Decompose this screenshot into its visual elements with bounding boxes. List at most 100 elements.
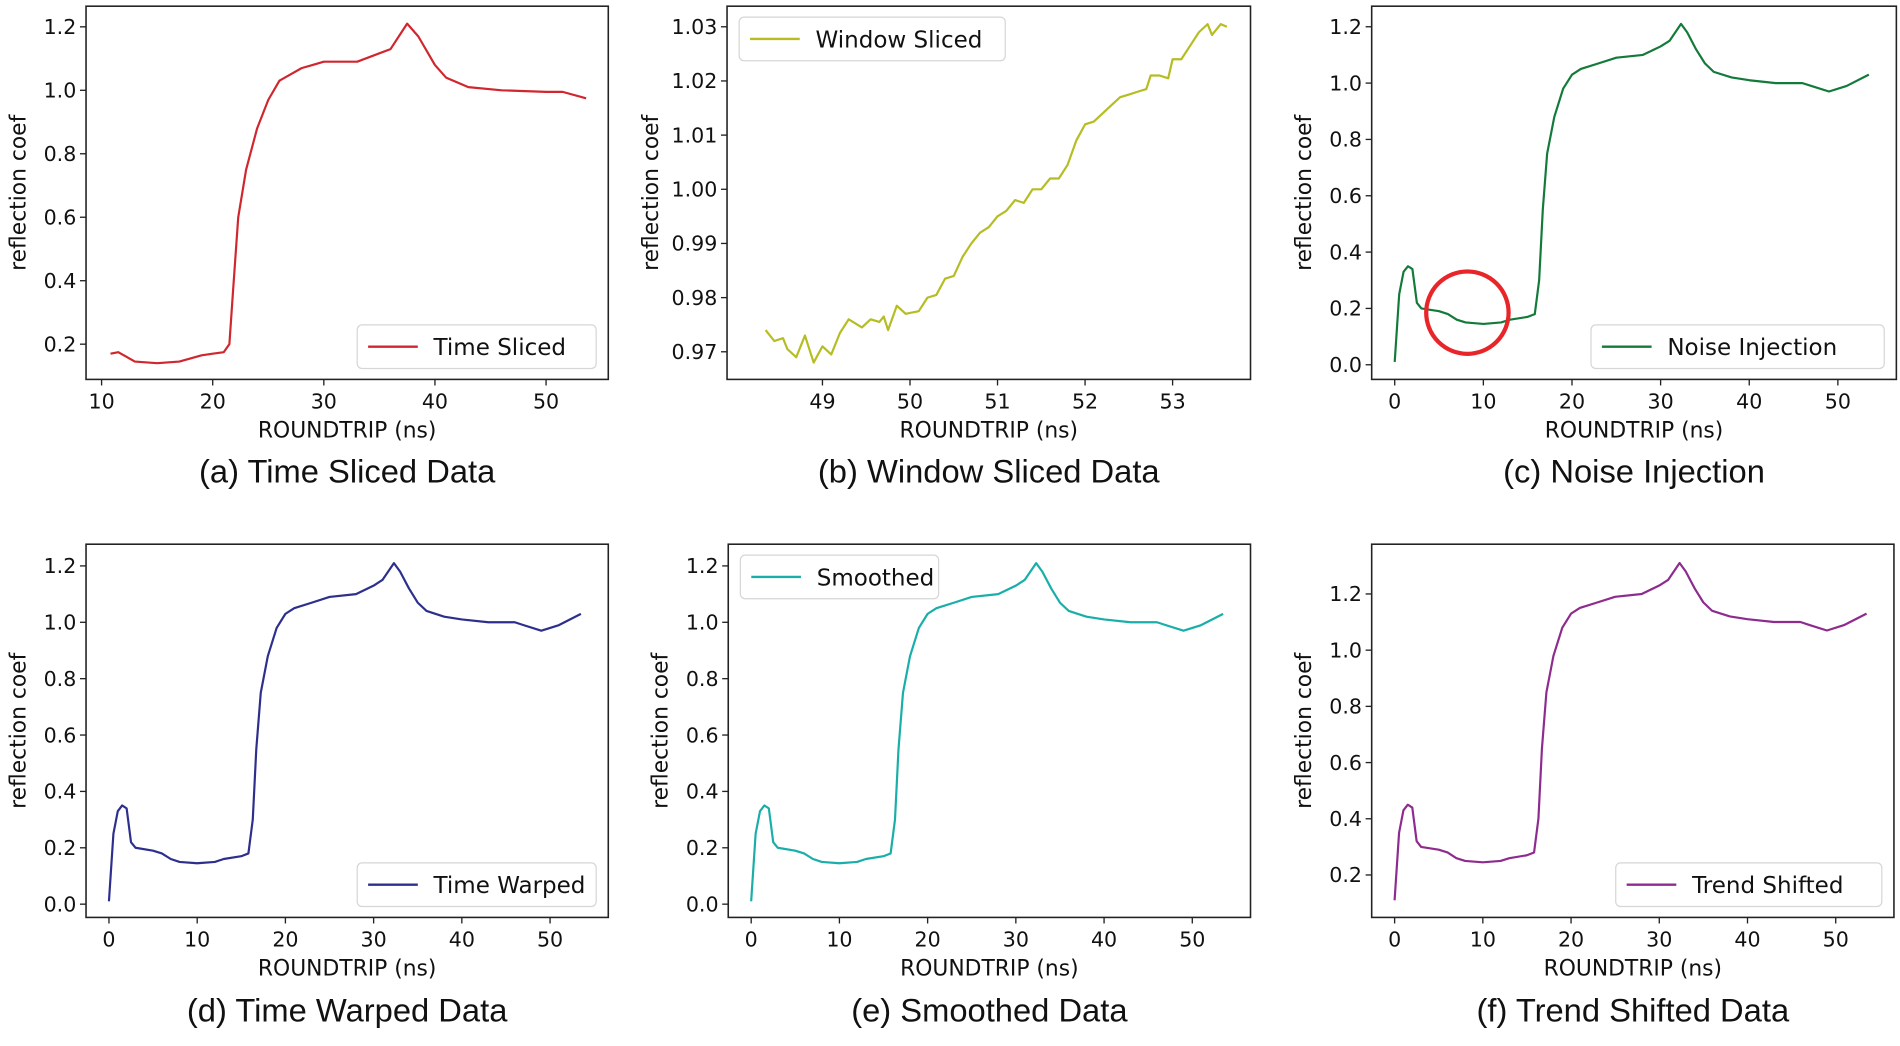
x-tick-label: 50: [1825, 389, 1851, 413]
legend-label: Window Sliced: [815, 27, 982, 53]
subplot-b: 49 50 51 52 53 0.97 0.98 0.99 1.00 1.01 1.02 1.03 RO…: [639, 5, 1252, 489]
subplot-caption: (d) Time Warped Data: [187, 992, 508, 1029]
y-tick-label: 0.2: [686, 836, 719, 860]
y-axis-label: reflection coef: [6, 113, 31, 270]
x-tick-label: 0: [102, 928, 115, 952]
x-tick-label: 10: [1470, 928, 1496, 952]
legend-box: [1615, 862, 1883, 908]
y-tick-label: 0.6: [1329, 751, 1362, 775]
x-tick-label: 52: [1072, 389, 1098, 413]
subplot-e: 0 10 20 30 40 50 0.0 0.2 0.4 0.6 0.8 1.0 1.2 ROUNDTRI…: [649, 543, 1252, 1029]
highlight-circle: [1424, 269, 1511, 356]
y-tick-label: 0.97: [672, 340, 718, 364]
x-axis-label: ROUNDTRIP (ns): [1545, 419, 1723, 444]
legend: Time Sliced: [356, 324, 597, 370]
y-tick-label: 0.4: [1329, 807, 1362, 831]
x-tick-label: 50: [1179, 928, 1205, 952]
subplot-d: 0 10 20 30 40 50 0.0 0.2 0.4 0.6 0.8 1.0 1.2 ROUNDTRI…: [6, 543, 610, 1029]
y-tick-label: 1.2: [1329, 15, 1362, 39]
x-tick-label: 50: [537, 928, 563, 952]
legend-box: [1590, 324, 1885, 370]
y-tick-label: 0.0: [1329, 353, 1362, 377]
axes-frame: [1370, 5, 1898, 381]
y-tick-label: 1.2: [1329, 582, 1362, 606]
legend-box: [356, 862, 597, 908]
x-tick-label: 20: [1559, 389, 1585, 413]
x-axis-label: ROUNDTRIP (ns): [900, 957, 1078, 982]
x-tick-label: 0: [745, 928, 758, 952]
x-tick-label: 20: [1558, 928, 1584, 952]
axes-frame: [85, 5, 610, 381]
y-tick-label: 0.6: [1329, 184, 1362, 208]
series-line: [764, 23, 1228, 364]
y-tick-label: 1.2: [44, 554, 77, 578]
subplot-f: 0 10 20 30 40 50 0.2 0.4 0.6 0.8 1.0 1.2 ROUNDTRIP (…: [1292, 543, 1895, 1029]
y-tick-label: 0.4: [44, 269, 77, 293]
x-axis-label: ROUNDTRIP (ns): [900, 419, 1078, 444]
x-tick-label: 53: [1160, 389, 1186, 413]
x-tick-label: 10: [1470, 389, 1496, 413]
y-tick-label: 0.6: [686, 723, 719, 747]
y-tick-label: 0.98: [672, 286, 718, 310]
legend-label: Time Sliced: [433, 335, 566, 361]
series-line: [1393, 561, 1868, 901]
x-tick-label: 30: [311, 389, 337, 413]
subplot-c: 0 10 20 30 40 50 0.0 0.2 0.4 0.6 0.8 1.0 1.2 ROUNDTRI…: [1292, 5, 1898, 489]
x-tick-label: 30: [361, 928, 387, 952]
subplot-caption: (a) Time Sliced Data: [199, 452, 496, 489]
x-tick-label: 10: [826, 928, 852, 952]
y-tick-label: 1.0: [44, 611, 77, 635]
axes-frame: [85, 543, 610, 919]
series-line: [750, 562, 1224, 902]
x-tick-label: 20: [915, 928, 941, 952]
subplot-caption: (e) Smoothed Data: [851, 992, 1128, 1029]
y-tick-label: 1.2: [44, 15, 77, 39]
x-tick-label: 50: [897, 389, 923, 413]
legend-box: [739, 554, 940, 600]
y-axis-label: reflection coef: [639, 113, 664, 270]
legend: Trend Shifted: [1615, 862, 1883, 908]
x-tick-label: 0: [1388, 389, 1401, 413]
x-tick-label: 20: [200, 389, 226, 413]
x-tick-label: 30: [1646, 928, 1672, 952]
y-tick-label: 0.0: [44, 892, 77, 916]
legend: Window Sliced: [738, 16, 1006, 62]
y-tick-label: 0.2: [44, 836, 77, 860]
y-tick-label: 0.0: [686, 892, 719, 916]
series-line: [110, 22, 587, 365]
legend-label: Smoothed: [817, 565, 935, 591]
x-tick-label: 10: [88, 389, 114, 413]
subplot-caption: (c) Noise Injection: [1503, 452, 1765, 489]
legend: Smoothed: [739, 554, 940, 600]
x-tick-label: 10: [184, 928, 210, 952]
x-tick-label: 50: [1823, 928, 1849, 952]
y-axis-label: reflection coef: [1292, 113, 1317, 270]
subplot-caption: (f) Trend Shifted Data: [1476, 992, 1789, 1029]
y-axis-label: reflection coef: [649, 651, 674, 808]
axes-frame: [727, 543, 1252, 919]
y-tick-label: 0.2: [44, 332, 77, 356]
y-tick-label: 1.0: [44, 79, 77, 103]
y-tick-label: 0.6: [44, 206, 77, 230]
y-tick-label: 1.0: [1329, 71, 1362, 95]
y-axis-label: reflection coef: [6, 651, 31, 808]
legend: Time Warped: [356, 862, 597, 908]
x-tick-label: 40: [1734, 928, 1760, 952]
y-tick-label: 0.8: [44, 142, 77, 166]
y-tick-label: 1.03: [672, 15, 718, 39]
y-axis-label: reflection coef: [1292, 651, 1317, 808]
y-tick-label: 1.0: [1329, 638, 1362, 662]
axes-frame: [1370, 543, 1895, 919]
x-tick-label: 40: [1091, 928, 1117, 952]
y-tick-label: 0.8: [686, 667, 719, 691]
series-line: [107, 562, 582, 902]
y-tick-label: 0.8: [1329, 128, 1362, 152]
x-tick-label: 50: [533, 389, 559, 413]
x-tick-label: 40: [449, 928, 475, 952]
x-tick-label: 40: [1736, 389, 1762, 413]
y-tick-label: 1.2: [686, 554, 719, 578]
legend-label: Noise Injection: [1667, 335, 1837, 361]
y-tick-label: 0.8: [44, 667, 77, 691]
subplot-a: 10 20 30 40 50 0.2 0.4 0.6 0.8 1.0 1.2 ROUNDTRIP (n…: [6, 5, 610, 489]
